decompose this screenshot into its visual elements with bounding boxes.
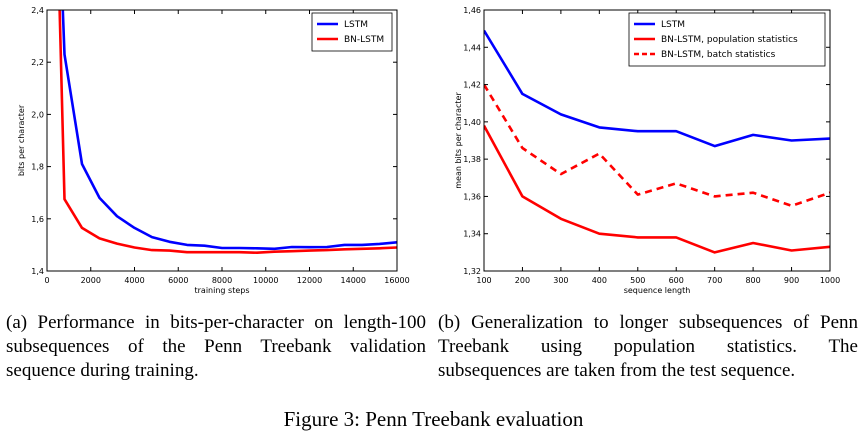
y-axis-label-a: bits per character — [17, 104, 26, 176]
x-axis-label-b: sequence length — [624, 286, 691, 295]
figure-title: Figure 3: Penn Treebank evaluation — [283, 407, 584, 431]
x-tick-label-b-3: 400 — [592, 276, 607, 285]
legend-box-b — [628, 12, 826, 67]
x-tick-label-a-5: 10000 — [253, 276, 278, 285]
y-tick-label-a-2: 1,8 — [31, 163, 44, 172]
y-tick-label-b-1: 1,34 — [463, 230, 481, 239]
x-tick-label-b-8: 900 — [784, 276, 799, 285]
plot-frame-b — [483, 9, 831, 272]
legend-label-b-0: LSTM — [661, 20, 685, 30]
y-tick-label-a-1: 1,6 — [31, 215, 44, 224]
x-tick-label-b-1: 200 — [515, 276, 530, 285]
x-tick-label-b-4: 500 — [630, 276, 645, 285]
x-tick-label-b-9: 1000 — [820, 276, 840, 285]
legend-label-a-1: BN-LSTM — [344, 35, 384, 45]
chart-a: 0 2000 4000 6000 8000 10000 12000 14000 16000 1,4… — [17, 6, 410, 295]
x-tick-label-b-2: 300 — [553, 276, 568, 285]
y-tick-label-b-2: 1,36 — [463, 192, 481, 201]
y-tick-label-b-4: 1,40 — [463, 118, 481, 127]
y-tick-label-a-0: 1,4 — [31, 267, 44, 276]
legend-label-b-1: BN-LSTM, population statistics — [661, 35, 798, 45]
x-tick-label-a-2: 4000 — [124, 276, 144, 285]
series-line-a-0 — [61, 10, 397, 251]
series-line-b-1 — [484, 124, 830, 254]
series-line-b-2 — [484, 83, 830, 208]
x-tick-label-a-1: 2000 — [81, 276, 101, 285]
x-tick-label-b-0: 100 — [476, 276, 491, 285]
x-tick-label-a-7: 14000 — [341, 276, 366, 285]
x-tick-label-a-4: 8000 — [212, 276, 232, 285]
caption-b: (b) Generalization to longer subsequence… — [438, 312, 858, 381]
y-axis-label-b: mean bits per character — [454, 92, 463, 189]
chart-training-bpc: 0 2000 4000 6000 8000 10000 12000 14000 16000 1,4… — [17, 6, 840, 295]
y-tick-label-b-0: 1,32 — [463, 267, 481, 276]
x-tick-label-b-7: 800 — [745, 276, 760, 285]
y-tick-label-b-5: 1,42 — [463, 81, 481, 90]
legend-box-a — [311, 12, 393, 52]
x-tick-label-b-6: 700 — [707, 276, 722, 285]
y-tick-label-b-6: 1,44 — [463, 43, 481, 52]
series-line-a-1 — [58, 10, 397, 254]
y-tick-label-a-4: 2,2 — [31, 58, 44, 67]
series-line-b-0 — [484, 29, 830, 148]
y-tick-label-b-3: 1,38 — [463, 155, 481, 164]
x-tick-label-a-6: 12000 — [297, 276, 322, 285]
x-tick-label-a-0: 0 — [44, 276, 49, 285]
x-tick-label-b-5: 600 — [669, 276, 684, 285]
y-tick-label-a-3: 2,0 — [31, 110, 44, 119]
chart-b: 100 200 300 400 500 600 700 800 900 1000 1,32 1,34 1… — [454, 6, 840, 295]
x-tick-label-a-8: 16000 — [384, 276, 409, 285]
legend-label-a-0: LSTM — [344, 20, 368, 30]
x-axis-label-a: training steps — [194, 286, 249, 295]
y-tick-label-b-7: 1,46 — [463, 6, 481, 15]
y-tick-label-a-5: 2,4 — [31, 6, 44, 15]
caption-a: (a) Performance in bits-per-character on… — [6, 312, 426, 381]
x-tick-label-a-3: 6000 — [168, 276, 188, 285]
legend-label-b-2: BN-LSTM, batch statistics — [661, 50, 776, 60]
